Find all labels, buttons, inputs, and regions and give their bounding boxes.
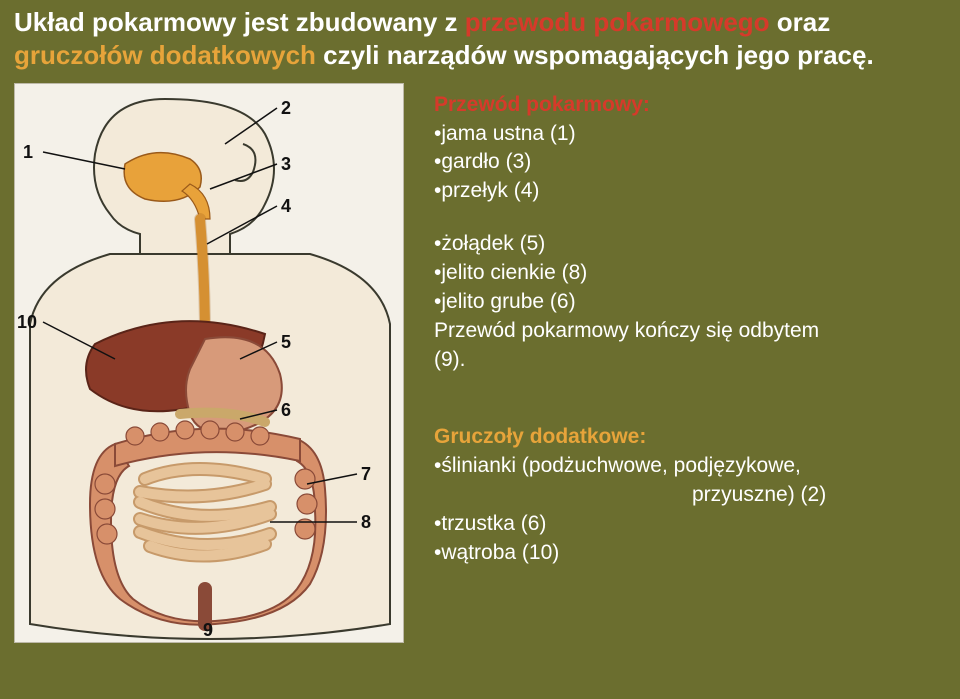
diagram-label-4: 4 [281, 196, 291, 217]
section1-title: Przewód pokarmowy: [434, 91, 944, 120]
bullet-text: wątroba (10) [441, 541, 559, 564]
bullet-text: ślinianki (podżuchwowe, podjęzykowe, [441, 454, 801, 477]
list-item: •trzustka (6) [434, 510, 944, 539]
list-item: •ślinianki (podżuchwowe, podjęzykowe, [434, 452, 944, 481]
list-item: •przełyk (4) [434, 177, 944, 206]
bullet-text: żołądek (5) [441, 232, 545, 255]
diagram-label-8: 8 [361, 512, 371, 533]
anatomy-svg [15, 84, 405, 644]
heading-part3: czyli narządów wspomagających jego pracę… [316, 40, 874, 70]
diagram-label-5: 5 [281, 332, 291, 353]
bullet-text: trzustka (6) [441, 512, 546, 535]
section2-line1b: przyuszne) (2) [434, 481, 944, 510]
text-column: Przewód pokarmowy: •jama ustna (1) •gard… [434, 91, 944, 569]
heading-part2: oraz [770, 7, 831, 37]
page-heading: Układ pokarmowy jest zbudowany z przewod… [0, 0, 960, 83]
list-item: •jelito grube (6) [434, 288, 944, 317]
diagram-label-10: 10 [17, 312, 37, 333]
section1-tail2: (9). [434, 346, 944, 375]
heading-orange1: gruczołów dodatkowych [14, 40, 316, 70]
heading-red1: przewodu pokarmowego [465, 7, 770, 37]
diagram-label-7: 7 [361, 464, 371, 485]
list-item: •gardło (3) [434, 148, 944, 177]
diagram-label-6: 6 [281, 400, 291, 421]
bullet-text: jama ustna (1) [441, 122, 575, 145]
diagram-label-9: 9 [203, 620, 213, 641]
anatomy-diagram: 1 2 3 4 5 6 7 8 9 10 [14, 83, 404, 643]
heading-part1: Układ pokarmowy jest zbudowany z [14, 7, 465, 37]
diagram-label-1: 1 [23, 142, 33, 163]
list-item: •jelito cienkie (8) [434, 259, 944, 288]
bullet-text: jelito grube (6) [441, 290, 575, 313]
list-item: •wątroba (10) [434, 539, 944, 568]
diagram-label-2: 2 [281, 98, 291, 119]
section1-tail1: Przewód pokarmowy kończy się odbytem [434, 317, 944, 346]
section2-title: Gruczoły dodatkowe: [434, 423, 944, 452]
bullet-text: jelito cienkie (8) [441, 261, 587, 284]
list-item: •żołądek (5) [434, 230, 944, 259]
bullet-text: przełyk (4) [441, 179, 539, 202]
list-item: •jama ustna (1) [434, 120, 944, 149]
bullet-text: gardło (3) [441, 150, 531, 173]
diagram-label-3: 3 [281, 154, 291, 175]
